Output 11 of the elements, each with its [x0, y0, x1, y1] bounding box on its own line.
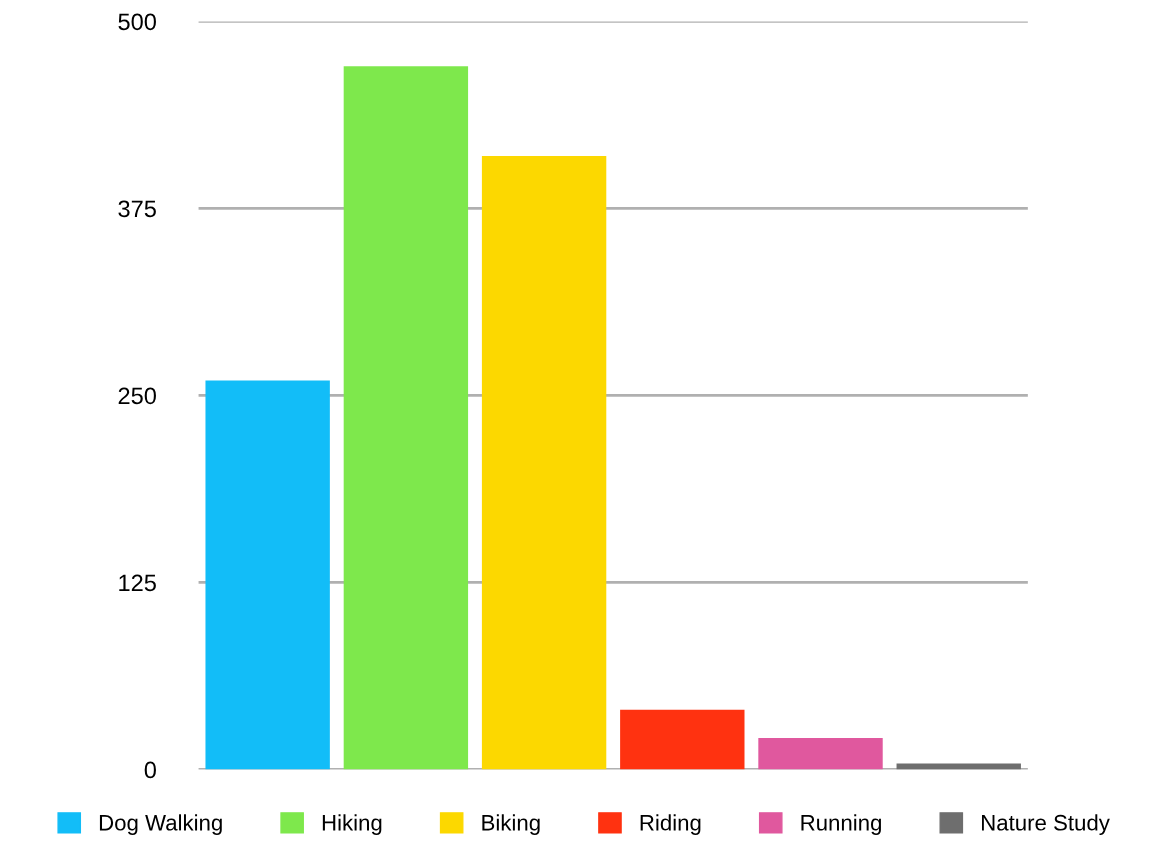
legend-label: Riding: [640, 814, 701, 835]
y-tick-label: 0: [144, 761, 156, 779]
legend-label: Dog Walking: [99, 814, 222, 835]
legend-label: Running: [801, 814, 881, 835]
y-tick-label: 125: [119, 574, 156, 592]
legend-label: Biking: [482, 814, 540, 835]
legend-label: Nature Study: [982, 814, 1110, 835]
y-tick-label: 375: [118, 200, 156, 218]
legend-label: Hiking: [322, 814, 382, 835]
y-tick-label: 500: [118, 13, 156, 31]
y-tick-label: 250: [118, 387, 156, 405]
